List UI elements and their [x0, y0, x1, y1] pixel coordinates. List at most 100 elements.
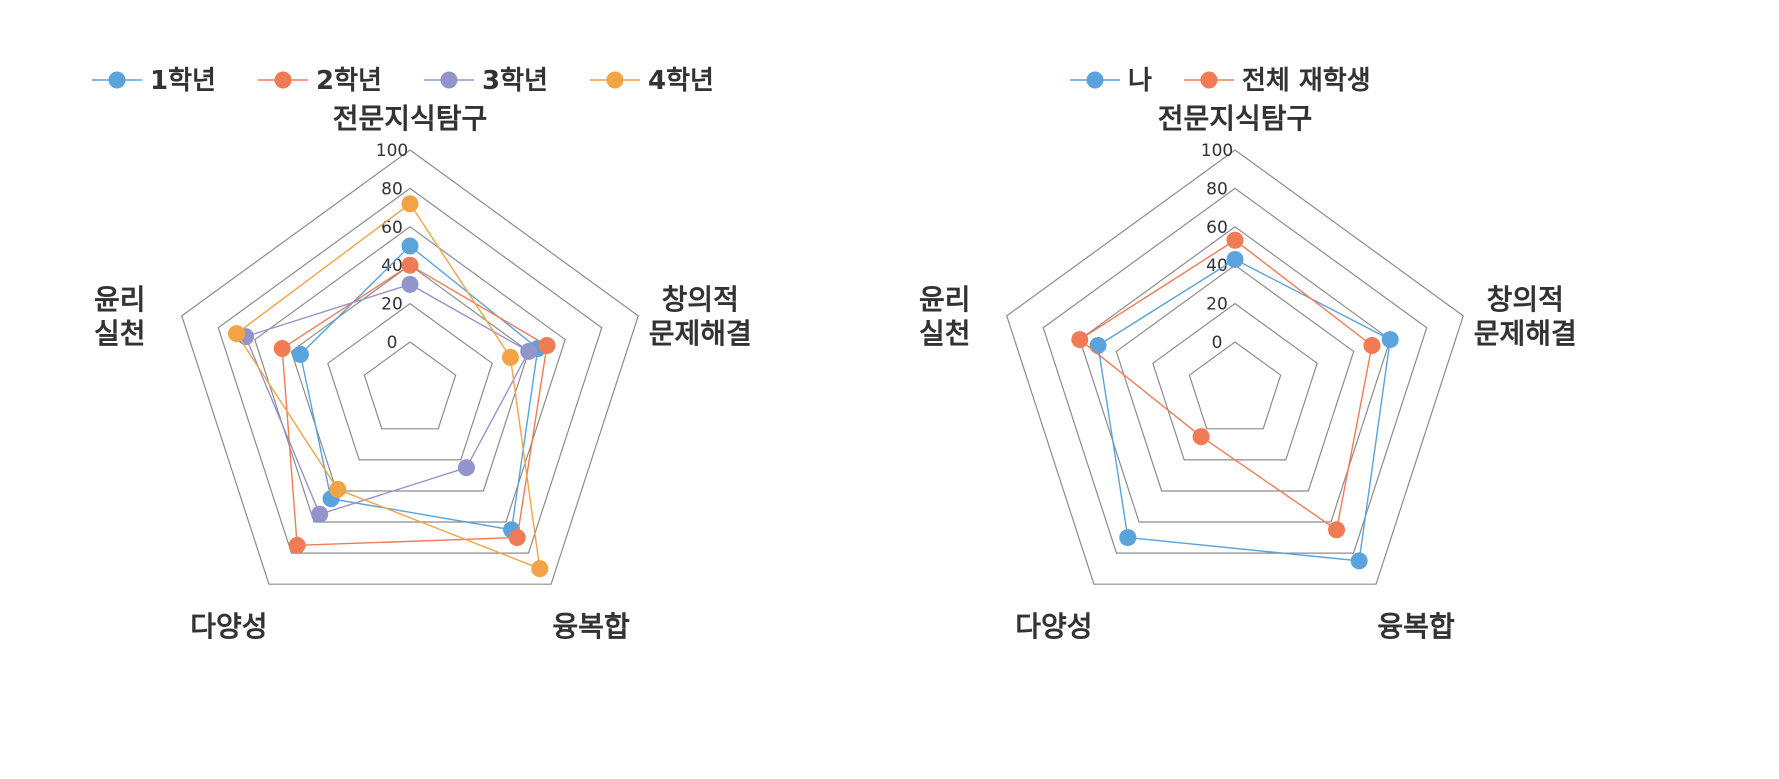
data-point	[1226, 250, 1244, 268]
legend-item: 3학년	[424, 66, 548, 96]
legend-marker	[606, 71, 624, 89]
grid-ring	[1115, 264, 1355, 492]
series-2	[1071, 231, 1381, 539]
tick-label: 100	[1201, 141, 1233, 161]
axis-label: 윤리 실천	[94, 283, 146, 350]
axis-label-line: 문제해결	[649, 317, 752, 350]
legend-marker	[274, 71, 292, 89]
grid-ring	[217, 187, 603, 554]
legend-label: 4학년	[648, 66, 714, 96]
legend-label: 1학년	[150, 66, 216, 96]
legend-label: 2학년	[316, 66, 382, 96]
data-point	[288, 536, 306, 554]
tick-label: 80	[1206, 179, 1228, 199]
tick-label: 60	[381, 218, 403, 238]
legend-marker	[440, 71, 458, 89]
axis-label-line: 융복합	[1377, 610, 1455, 643]
grid-ring	[1152, 302, 1318, 461]
axis-label-line: 창의적	[1487, 283, 1564, 316]
grid-ring	[181, 149, 639, 585]
data-point	[273, 339, 291, 357]
grid-ring	[327, 302, 493, 461]
axis-label-line: 문제해결	[1474, 317, 1577, 350]
tick-label: 20	[381, 295, 403, 315]
axis-label-line: 실천	[919, 317, 971, 350]
series-line	[1078, 239, 1373, 531]
tick-label: 40	[1206, 256, 1228, 276]
axis-label: 융복합	[1377, 610, 1455, 643]
axis-label-line: 전문지식탐구	[1158, 102, 1313, 135]
axis-label-line: 융복합	[552, 610, 630, 643]
series-line	[1097, 258, 1391, 562]
series-1	[291, 237, 547, 539]
series-1	[1089, 250, 1399, 570]
axis-label: 창의적 문제해결	[1474, 283, 1577, 350]
tick-label: 100	[376, 141, 408, 161]
data-point	[501, 348, 519, 366]
axis-label-line: 윤리	[919, 283, 971, 316]
legend-label: 전체 재학생	[1242, 66, 1371, 96]
data-point	[531, 560, 549, 578]
data-point	[538, 337, 556, 355]
legend-item: 나	[1070, 66, 1152, 96]
grid-ring	[1188, 341, 1282, 430]
legend-marker	[1086, 71, 1104, 89]
legend-marker	[108, 71, 126, 89]
tick-label: 40	[381, 256, 403, 276]
data-point	[311, 505, 329, 523]
axis-label-line: 전문지식탐구	[333, 102, 488, 135]
axis-label: 창의적 문제해결	[649, 283, 752, 350]
grid-ring	[363, 341, 457, 430]
data-point	[508, 529, 526, 547]
data-point	[1226, 231, 1244, 249]
series-line	[235, 202, 541, 570]
data-point	[1089, 337, 1107, 355]
data-point	[1071, 331, 1089, 349]
axis-label-line: 다양성	[1015, 610, 1092, 643]
legend-marker	[1200, 71, 1218, 89]
axis-label-line: 다양성	[190, 610, 267, 643]
axis-label: 다양성	[1015, 610, 1092, 643]
legend-label: 3학년	[482, 66, 548, 96]
tick-label: 20	[1206, 295, 1228, 315]
grid-ring	[1042, 187, 1428, 554]
data-point	[520, 342, 538, 360]
tick-label: 80	[381, 179, 403, 199]
legend-item: 전체 재학생	[1184, 66, 1371, 96]
data-point	[401, 256, 419, 274]
data-point	[1350, 552, 1368, 570]
series-line	[244, 283, 530, 516]
axis-label: 전문지식탐구	[333, 102, 488, 135]
grid-ring	[290, 264, 530, 492]
tick-label: 0	[1212, 333, 1223, 353]
series-2	[273, 256, 556, 554]
series-line	[281, 264, 548, 547]
axis-label: 융복합	[552, 610, 630, 643]
data-point	[1119, 529, 1137, 547]
legend-label: 나	[1128, 66, 1152, 96]
data-point	[291, 345, 309, 363]
grid-ring	[1079, 226, 1391, 523]
data-point	[1192, 428, 1210, 446]
data-point	[457, 459, 475, 477]
axis-label: 다양성	[190, 610, 267, 643]
data-point	[401, 275, 419, 293]
legend-item: 2학년	[258, 66, 382, 96]
data-point	[1363, 337, 1381, 355]
axis-label-line: 윤리	[94, 283, 146, 316]
data-point	[228, 325, 246, 343]
legend-item: 4학년	[590, 66, 714, 96]
data-point	[1381, 331, 1399, 349]
axis-label-line: 실천	[94, 317, 146, 350]
grid-ring	[1006, 149, 1464, 585]
tick-label: 60	[1206, 218, 1228, 238]
data-point	[329, 480, 347, 498]
series-4	[228, 195, 549, 578]
tick-label: 0	[387, 333, 398, 353]
data-point	[1328, 521, 1346, 539]
data-point	[401, 237, 419, 255]
series-line	[299, 245, 539, 531]
